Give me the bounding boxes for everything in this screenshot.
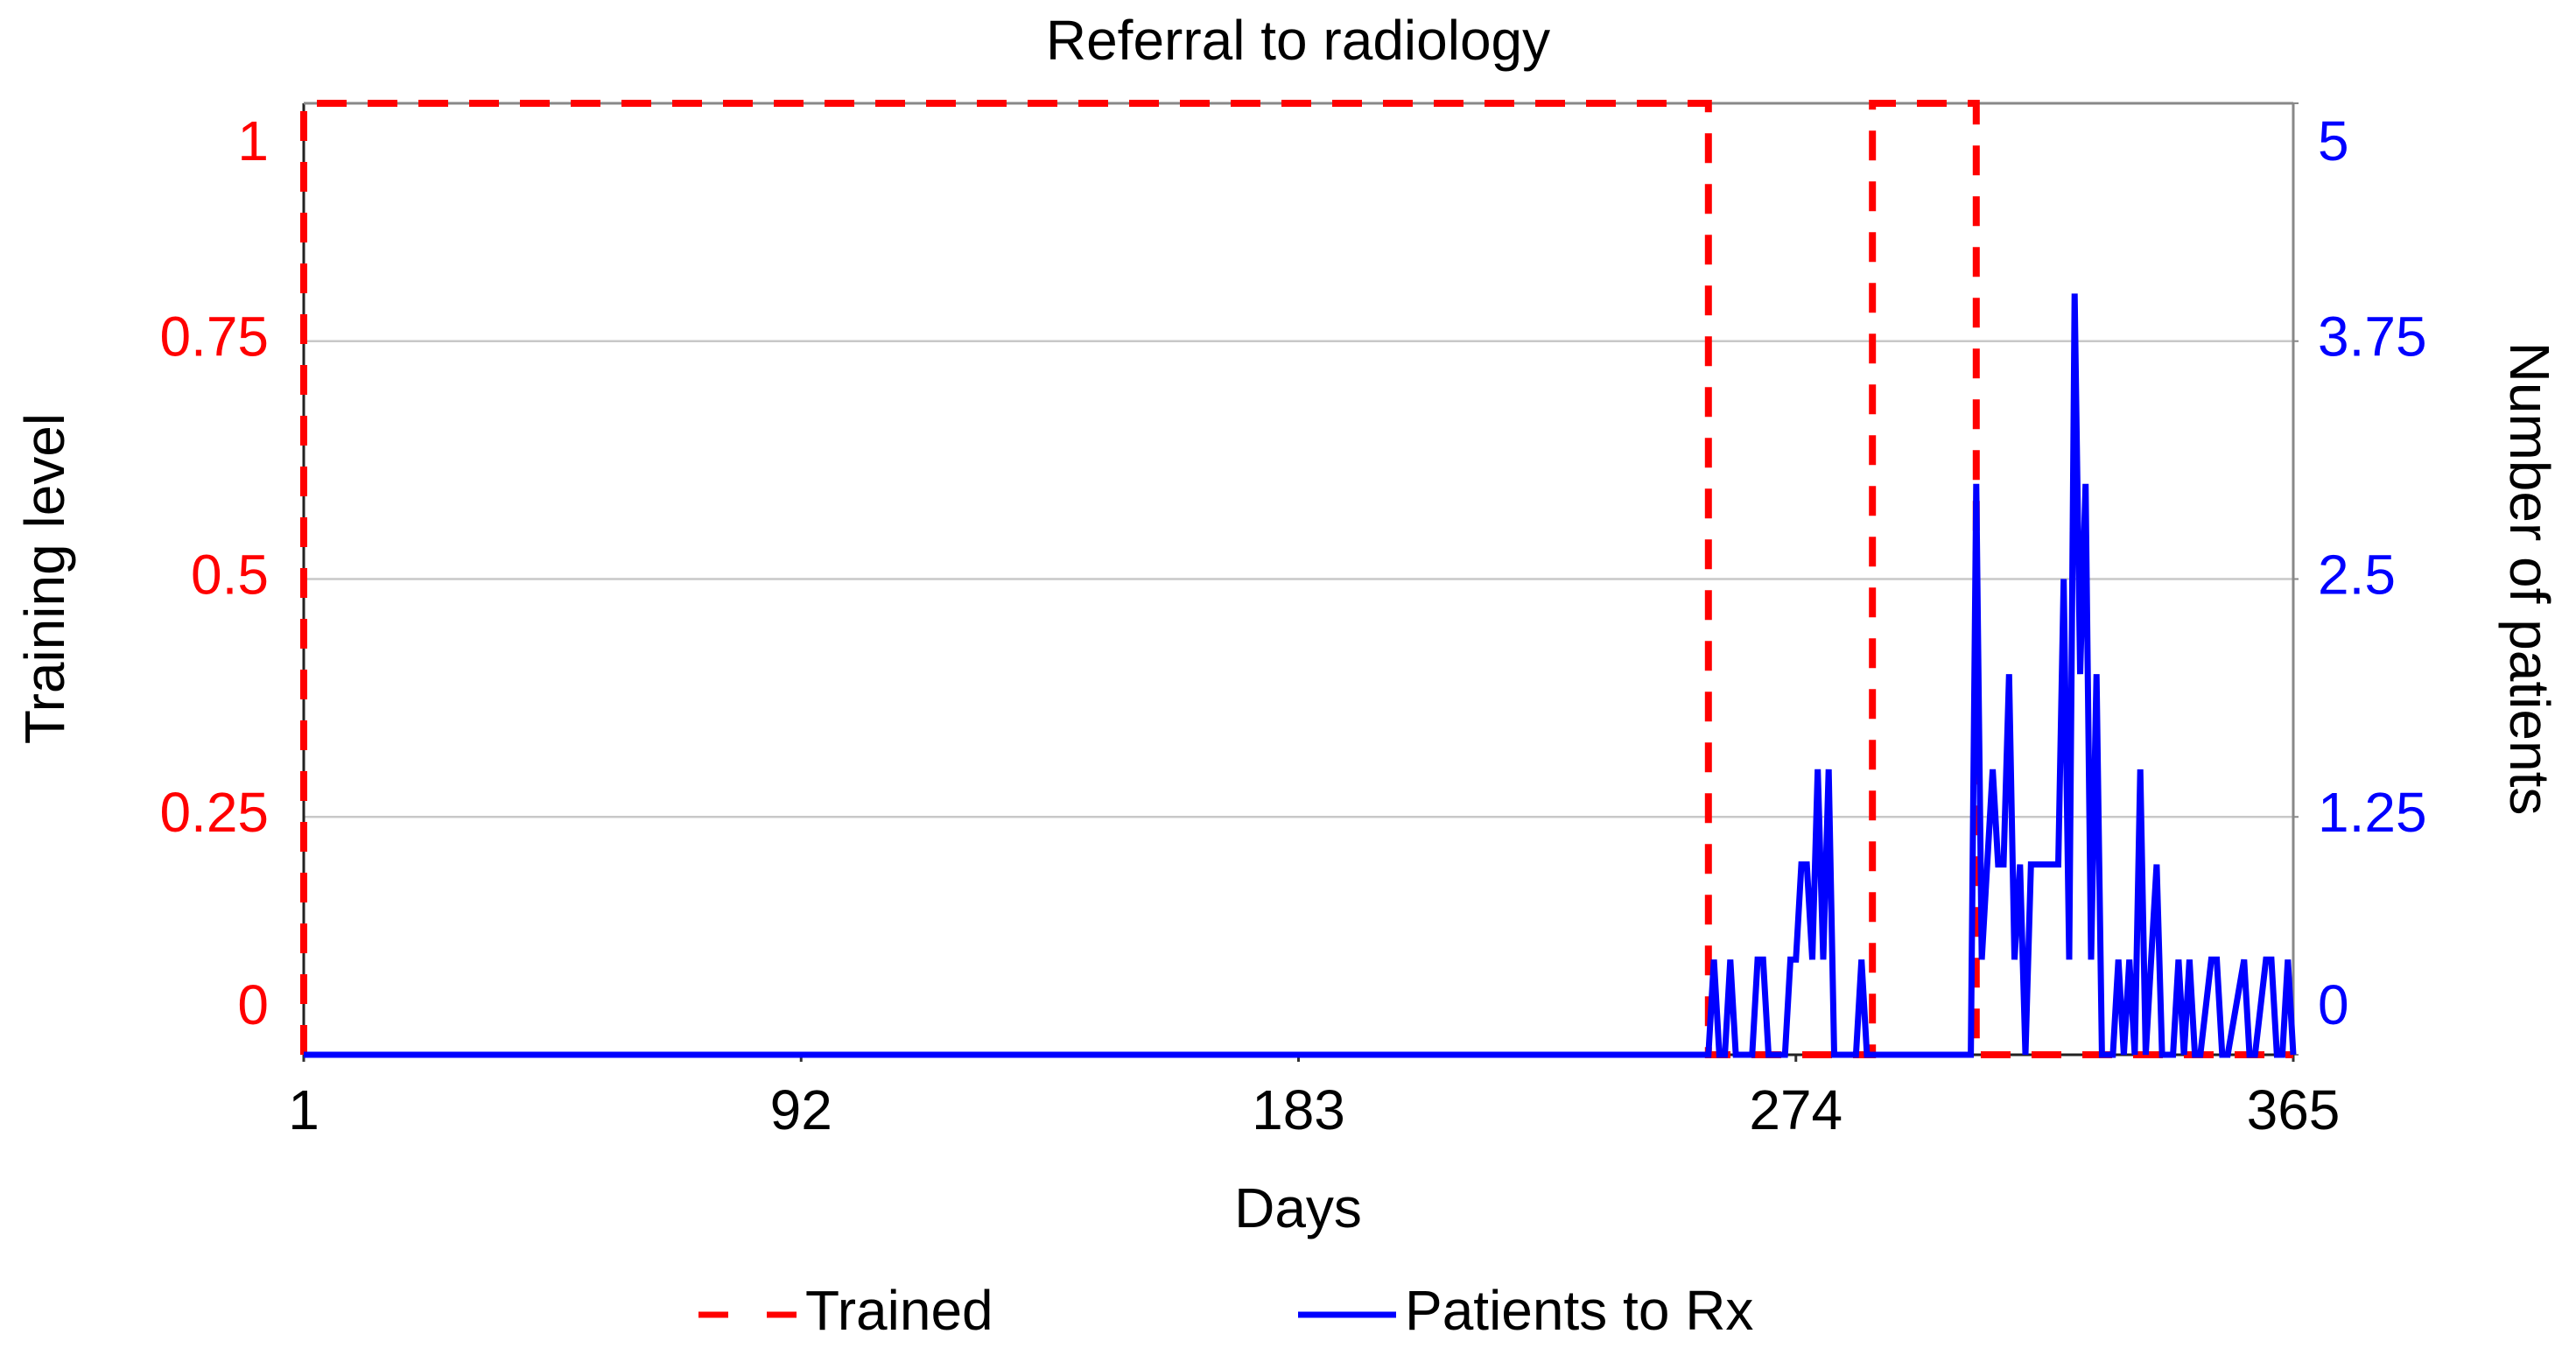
x-tick-label: 365	[2247, 1078, 2341, 1141]
x-tick-label: 1	[288, 1078, 319, 1141]
y-tick-label: 0.5	[191, 543, 269, 606]
x-tick-label: 183	[1252, 1078, 1345, 1141]
y2-axis-title: Number of patients	[2498, 342, 2561, 816]
legend-label: Patients to Rx	[1405, 1279, 1753, 1342]
y-tick-label: 1	[237, 109, 269, 172]
x-axis-title: Days	[1234, 1176, 1362, 1239]
y2-tick-label: 5	[2318, 109, 2349, 172]
y-tick-label: 0.75	[159, 305, 269, 369]
x-tick-label: 274	[1749, 1078, 1843, 1141]
y-tick-label: 0	[237, 973, 269, 1036]
x-tick-label: 92	[770, 1078, 832, 1141]
y2-tick-label: 1.25	[2318, 781, 2427, 844]
y2-tick-label: 3.75	[2318, 305, 2427, 369]
y2-tick-label: 2.5	[2318, 543, 2396, 606]
y2-tick-label: 0	[2318, 973, 2349, 1036]
y-tick-label: 0.25	[159, 781, 269, 844]
chart-title: Referral to radiology	[1046, 9, 1550, 72]
legend-label: Trained	[805, 1279, 993, 1342]
series-line	[304, 293, 2297, 1058]
y-axis-title: Training level	[13, 413, 76, 744]
